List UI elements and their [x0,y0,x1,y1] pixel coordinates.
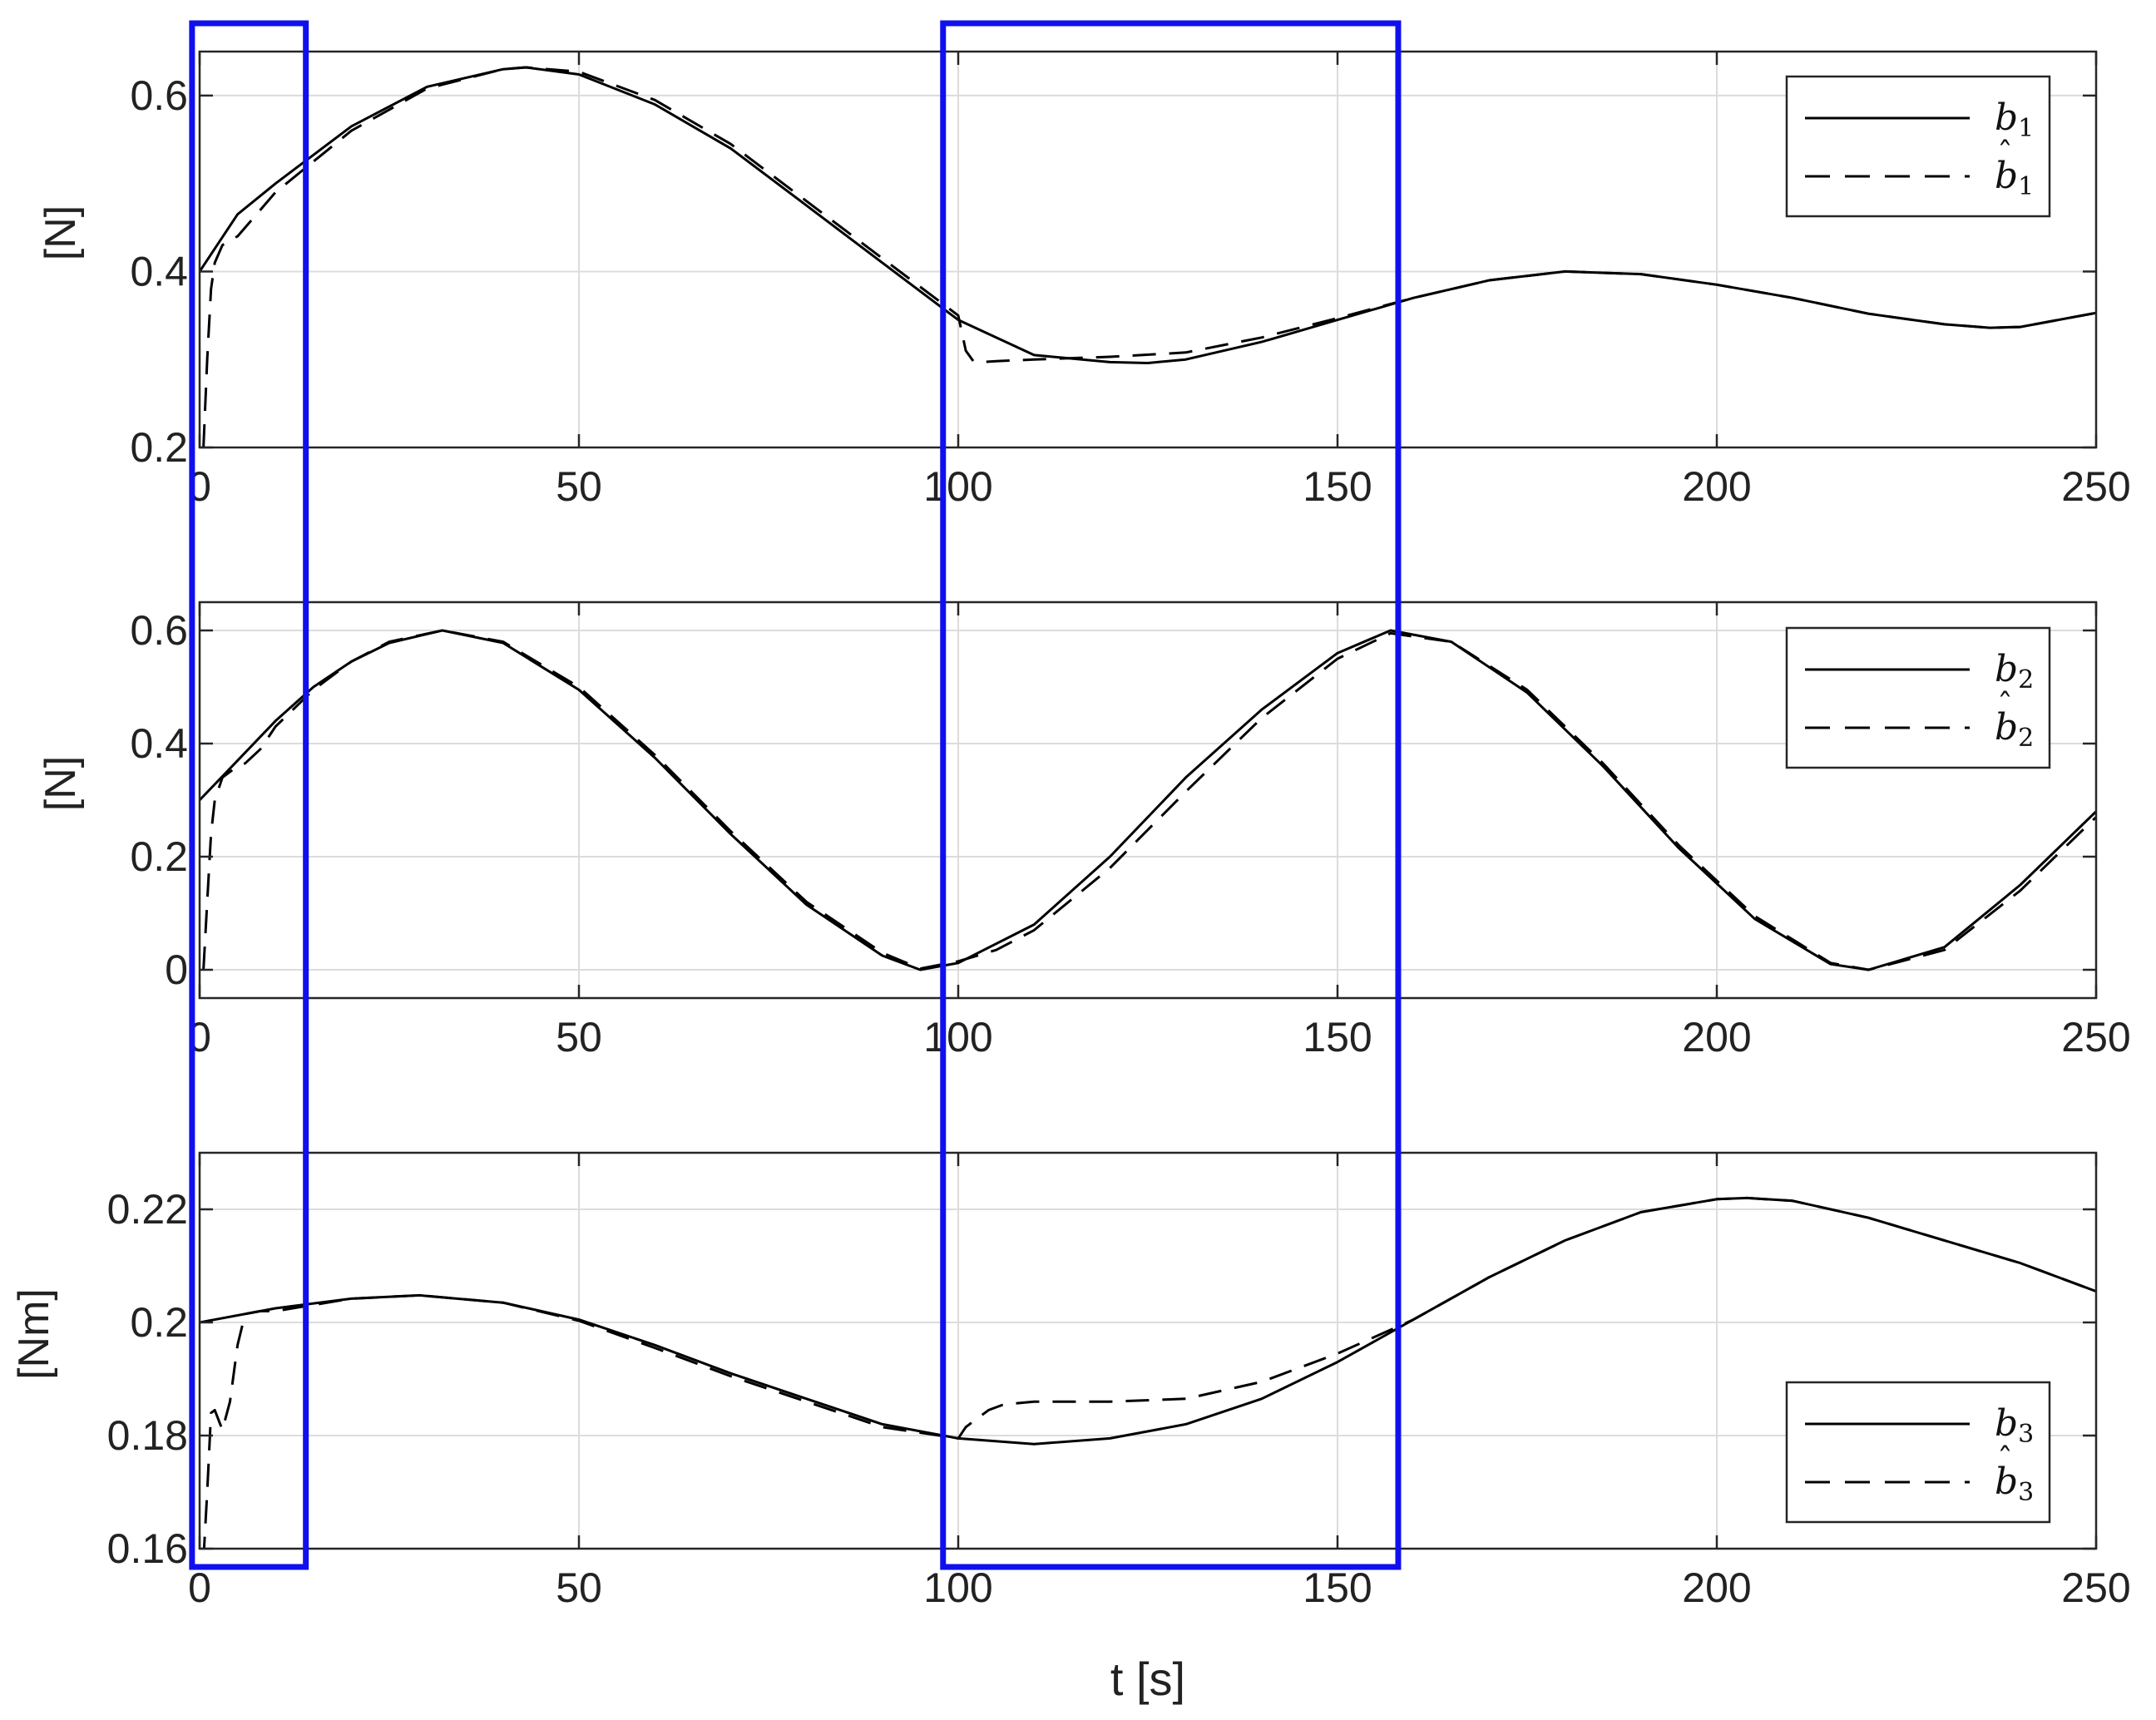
x-tick-label: 200 [1682,463,1751,510]
legend-box [1785,626,2051,769]
x-tick-label: 250 [2061,1564,2130,1611]
legend-box [1785,1381,2051,1524]
legend-entry-subscript: 2 [2018,724,2034,753]
x-tick-label: 100 [923,1014,992,1060]
series-line-estimate-3 [202,1196,2096,1549]
legend-entry-subscript: 2 [2018,665,2034,694]
x-tick-label: 250 [2061,463,2130,510]
y-axis-label: [N] [37,205,85,260]
y-tick-label: 0 [165,946,188,993]
axes-box [198,1151,2098,1550]
x-tick-label: 250 [2061,1014,2130,1060]
x-tick-label: 200 [1682,1014,1751,1060]
legend-entry-subscript: 1 [2018,114,2034,143]
x-tick-label: 150 [1303,463,1372,510]
highlight-box-1 [189,20,309,1570]
x-axis-label: t [s] [1110,1653,1185,1705]
legend-box [1785,75,2051,218]
y-axis-label: [N] [37,756,85,811]
legend-hat-accent: ˆ [1997,136,2013,172]
x-tick-label: 200 [1682,1564,1751,1611]
legend-entry-subscript: 3 [2018,1420,2034,1449]
x-tick-label: 50 [556,463,602,510]
series-line-estimate-2 [202,629,2096,971]
y-axis-label: [Nm] [10,1288,58,1380]
x-tick-label: 50 [556,1014,602,1060]
legend-entry-subscript: 3 [2018,1478,2034,1507]
y-tick-label: 0.2 [130,1299,188,1346]
x-tick-label: 0 [188,1564,211,1611]
y-tick-label: 0.2 [130,833,188,880]
axes-box [198,50,2098,449]
x-tick-label: 150 [1303,1014,1372,1060]
x-tick-label: 100 [923,1564,992,1611]
legend-entry-subscript: 1 [2018,172,2034,201]
y-tick-label: 0.4 [130,248,188,294]
legend-hat-accent: ˆ [1997,687,2013,724]
axes-box [198,601,2098,1000]
y-tick-label: 0.18 [107,1412,188,1459]
highlight-overlays [189,20,1402,1570]
y-tick-label: 0.6 [130,607,188,654]
y-tick-label: 0.22 [107,1186,188,1233]
series-line-true-3 [200,1196,2096,1446]
y-tick-label: 0.4 [130,720,188,767]
y-tick-label: 0.16 [107,1525,188,1572]
x-tick-label: 150 [1303,1564,1372,1611]
highlight-box-2 [940,20,1402,1570]
x-tick-label: 50 [556,1564,602,1611]
x-tick-label: 100 [923,463,992,510]
y-tick-label: 0.2 [130,424,188,471]
series-line-estimate-1 [202,66,2096,447]
y-tick-label: 0.6 [130,72,188,119]
legend-hat-accent: ˆ [1997,1441,2013,1478]
